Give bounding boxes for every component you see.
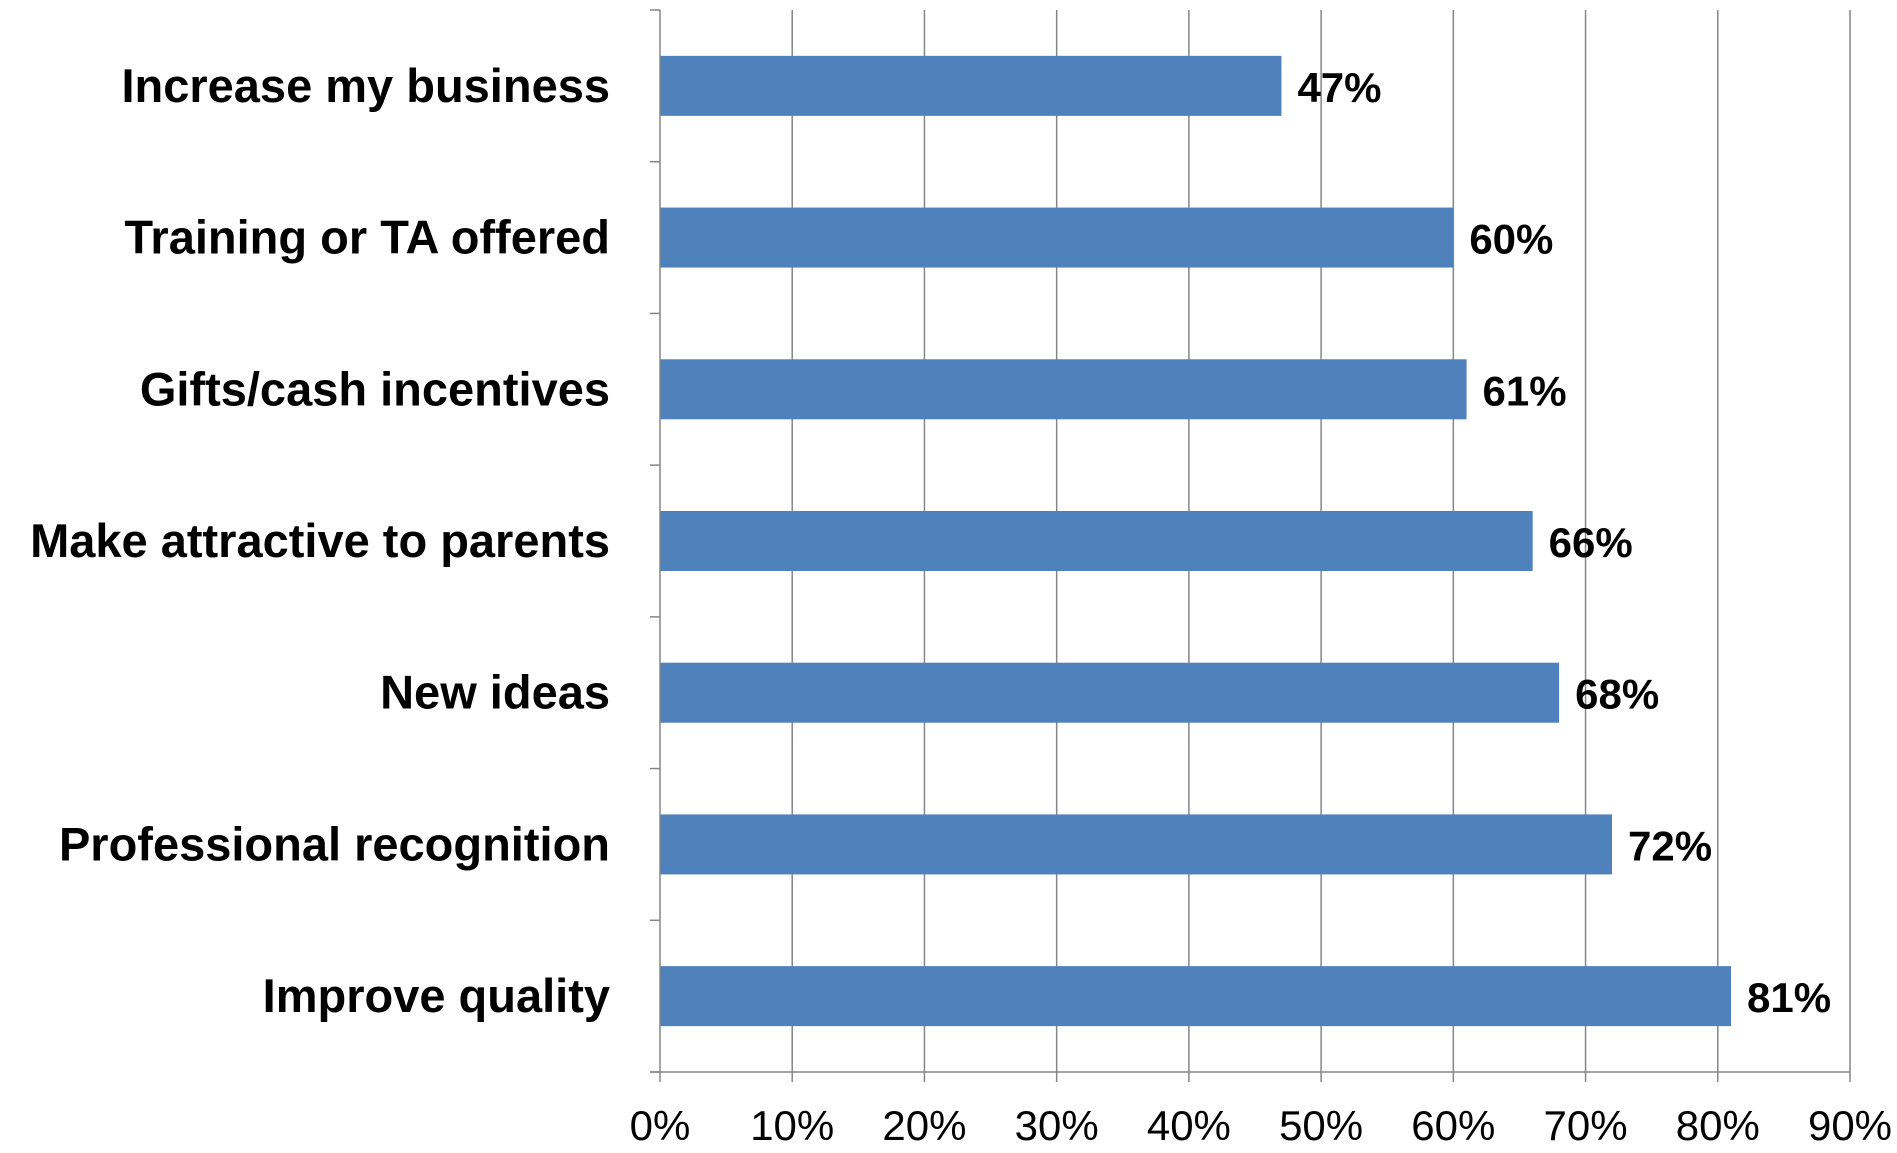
- category-label: New ideas: [380, 666, 610, 719]
- x-tick-label: 10%: [750, 1102, 834, 1149]
- category-label: Training or TA offered: [124, 211, 610, 264]
- bar: [660, 662, 1560, 723]
- x-tick-label: 0%: [630, 1102, 691, 1149]
- category-label: Improve quality: [263, 969, 610, 1022]
- labels: 0% 10% 20% 30% 40% 50% 60% 70% 80% 90% Increase my…: [30, 59, 1892, 1149]
- x-tick-label: 60%: [1411, 1102, 1495, 1149]
- x-tick-label: 30%: [1015, 1102, 1099, 1149]
- category-label: Gifts/cash incentives: [140, 362, 610, 415]
- x-tick-label: 40%: [1147, 1102, 1231, 1149]
- x-tick-label: 90%: [1808, 1102, 1892, 1149]
- data-label: 72%: [1628, 822, 1712, 869]
- bars: [660, 55, 1731, 1027]
- data-label: 81%: [1747, 974, 1831, 1021]
- axes: [650, 9, 1851, 1082]
- data-label: 66%: [1549, 519, 1633, 566]
- data-label: 68%: [1575, 671, 1659, 718]
- data-label: 47%: [1297, 64, 1381, 111]
- bar: [660, 511, 1533, 571]
- bar: [660, 359, 1467, 420]
- category-label: Make attractive to parents: [30, 514, 610, 567]
- category-label: Increase my business: [121, 59, 610, 112]
- bar: [660, 207, 1454, 268]
- data-label: 60%: [1469, 216, 1553, 263]
- x-tick-label: 20%: [882, 1102, 966, 1149]
- category-label: Professional recognition: [59, 817, 610, 870]
- bar: [660, 55, 1282, 116]
- x-tick-label: 70%: [1544, 1102, 1628, 1149]
- x-tick-label: 50%: [1279, 1102, 1363, 1149]
- bar: [660, 814, 1612, 875]
- bar: [660, 966, 1731, 1027]
- data-label: 61%: [1483, 367, 1567, 414]
- x-tick-label: 80%: [1676, 1102, 1760, 1149]
